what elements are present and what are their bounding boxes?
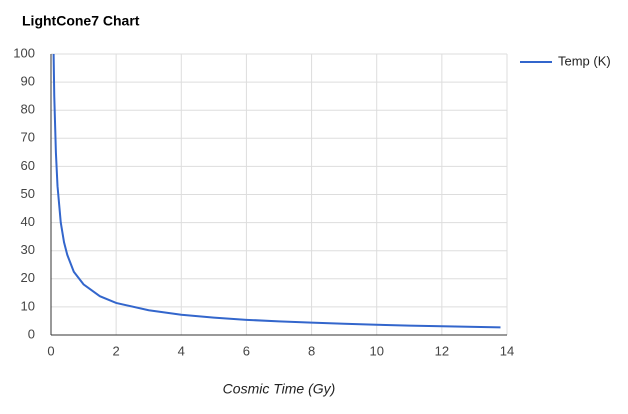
x-tick-label: 10 xyxy=(369,343,383,358)
data-line xyxy=(52,54,501,329)
x-tick-label: 2 xyxy=(113,343,120,358)
x-tick-label: 4 xyxy=(178,343,185,358)
y-tick-label: 10 xyxy=(21,298,35,313)
x-tick-label: 6 xyxy=(243,343,250,358)
y-tick-label: 80 xyxy=(21,102,35,117)
y-tick-label: 40 xyxy=(21,214,35,229)
legend-label: Temp (K) xyxy=(558,53,611,68)
y-tick-label: 90 xyxy=(21,74,35,89)
chart-title: LightCone7 Chart xyxy=(22,13,140,29)
x-tick-label: 8 xyxy=(308,343,315,358)
x-tick-label: 14 xyxy=(500,343,514,358)
x-axis-title: Cosmic Time (Gy) xyxy=(223,381,336,397)
y-tick-label: 20 xyxy=(21,270,35,285)
x-tick-label: 0 xyxy=(47,343,54,358)
y-tick-label: 60 xyxy=(21,158,35,173)
y-tick-label: 70 xyxy=(21,130,35,145)
x-tick-label: 12 xyxy=(435,343,449,358)
y-tick-label: 100 xyxy=(13,45,35,60)
y-tick-label: 50 xyxy=(21,186,35,201)
y-tick-label: 30 xyxy=(21,242,35,257)
y-tick-label: 0 xyxy=(28,326,35,341)
